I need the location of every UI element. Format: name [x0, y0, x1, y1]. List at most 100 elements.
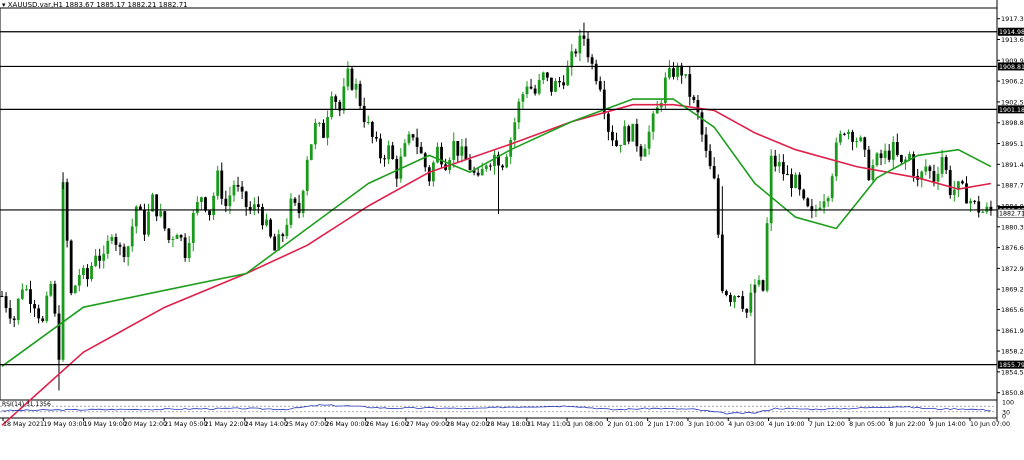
candle-body	[623, 126, 627, 146]
candle-body	[12, 318, 16, 321]
candle-body	[883, 150, 887, 158]
candle-body	[586, 38, 590, 58]
level-price-label: 1855.79	[999, 362, 1024, 369]
candle-body	[696, 100, 700, 113]
candle-body	[297, 202, 301, 214]
candle-body	[122, 246, 126, 258]
candle-body	[187, 242, 191, 258]
candle-body	[635, 123, 639, 147]
candle-body	[822, 201, 826, 208]
candle-body	[248, 207, 252, 211]
level-price-tag	[998, 62, 1024, 71]
y-tick-label: 1909.90	[1001, 57, 1024, 65]
candle-body	[313, 122, 317, 145]
candle-body	[8, 308, 12, 319]
rsi-tick-label: 100	[1002, 400, 1014, 407]
candle-body	[25, 289, 28, 291]
candle-body	[86, 268, 89, 280]
candle-body	[102, 253, 106, 261]
candle-body	[440, 146, 443, 165]
candle-body	[598, 81, 602, 90]
candle-body	[908, 154, 911, 160]
candle-body	[838, 133, 842, 143]
candle-body	[334, 96, 338, 102]
candle-body	[859, 137, 863, 142]
ma-slow-line	[1, 103, 992, 426]
candle-body	[472, 170, 476, 173]
candle-body	[525, 86, 529, 95]
candle-body	[419, 146, 423, 154]
x-tick-label: 25 May 07:00	[285, 421, 328, 428]
x-tick-label: 9 Jun 14:00	[930, 421, 966, 428]
candle-body	[346, 68, 350, 87]
candle-body	[4, 296, 8, 309]
candle-body	[126, 246, 130, 258]
candle-body	[183, 237, 187, 258]
dropdown-arrow-icon[interactable]: ▾	[2, 1, 6, 9]
candle-body	[928, 166, 932, 172]
candle-body	[712, 166, 716, 179]
candle-body	[415, 137, 419, 147]
candle-body	[509, 140, 513, 157]
y-tick-label: 1891.40	[1001, 161, 1024, 169]
candle-body	[143, 210, 146, 235]
candle-body	[529, 86, 533, 89]
candle-body	[37, 308, 41, 319]
level-price-tag	[998, 360, 1024, 369]
candle-body	[643, 148, 647, 157]
candle-body	[33, 304, 36, 309]
y-tick-label: 1869.20	[1001, 286, 1024, 294]
candle-body	[232, 184, 236, 196]
candle-body	[322, 122, 325, 138]
candle-body	[159, 211, 163, 217]
y-tick-label: 1865.60	[1001, 306, 1024, 314]
candle-body	[944, 157, 948, 171]
candle-body	[672, 68, 675, 77]
level-price-label: 1908.81	[999, 64, 1024, 71]
candle-body	[517, 101, 521, 123]
candle-body	[220, 170, 224, 199]
x-tick-label: 7 Jun 12:00	[809, 421, 845, 428]
rsi-line	[1, 404, 991, 415]
candle-body	[834, 142, 838, 177]
candle-body	[318, 122, 321, 124]
candle-body	[476, 172, 480, 176]
candle-body	[794, 174, 797, 188]
candle-body	[163, 211, 167, 229]
x-tick-label: 31 May 11:00	[527, 421, 570, 428]
candle-body	[663, 77, 667, 103]
candle-body	[688, 74, 692, 97]
candle-body	[810, 206, 814, 212]
candle-body	[851, 131, 854, 142]
candle-body	[639, 146, 643, 157]
candle-body	[228, 195, 232, 206]
candle-body	[358, 83, 362, 106]
candle-body	[965, 183, 968, 204]
y-tick-label: 1880.30	[1001, 223, 1024, 231]
x-tick-label: 2 Jun 01:00	[607, 421, 643, 428]
candle-body	[574, 51, 578, 54]
candle-body	[488, 165, 492, 167]
candle-body	[826, 198, 830, 202]
candle-body	[513, 122, 517, 141]
candle-body	[370, 122, 374, 137]
candle-body	[452, 141, 456, 160]
candle-body	[293, 198, 297, 203]
candle-body	[786, 174, 789, 176]
candle-body	[977, 201, 981, 213]
candle-body	[114, 237, 118, 245]
candle-body	[29, 289, 32, 305]
candle-body	[94, 255, 98, 266]
candle-body	[338, 101, 342, 111]
x-tick-label: 27 May 09:00	[406, 421, 449, 428]
candle-body	[285, 224, 289, 237]
rsi-tick-label: 30	[1002, 409, 1010, 416]
x-tick-label: 2 Jun 17:00	[648, 421, 684, 428]
candle-body	[594, 63, 598, 82]
candle-body	[948, 170, 952, 195]
candle-body	[700, 112, 704, 135]
candle-body	[611, 131, 614, 141]
candle-body	[375, 136, 378, 139]
candle-body	[590, 57, 594, 64]
